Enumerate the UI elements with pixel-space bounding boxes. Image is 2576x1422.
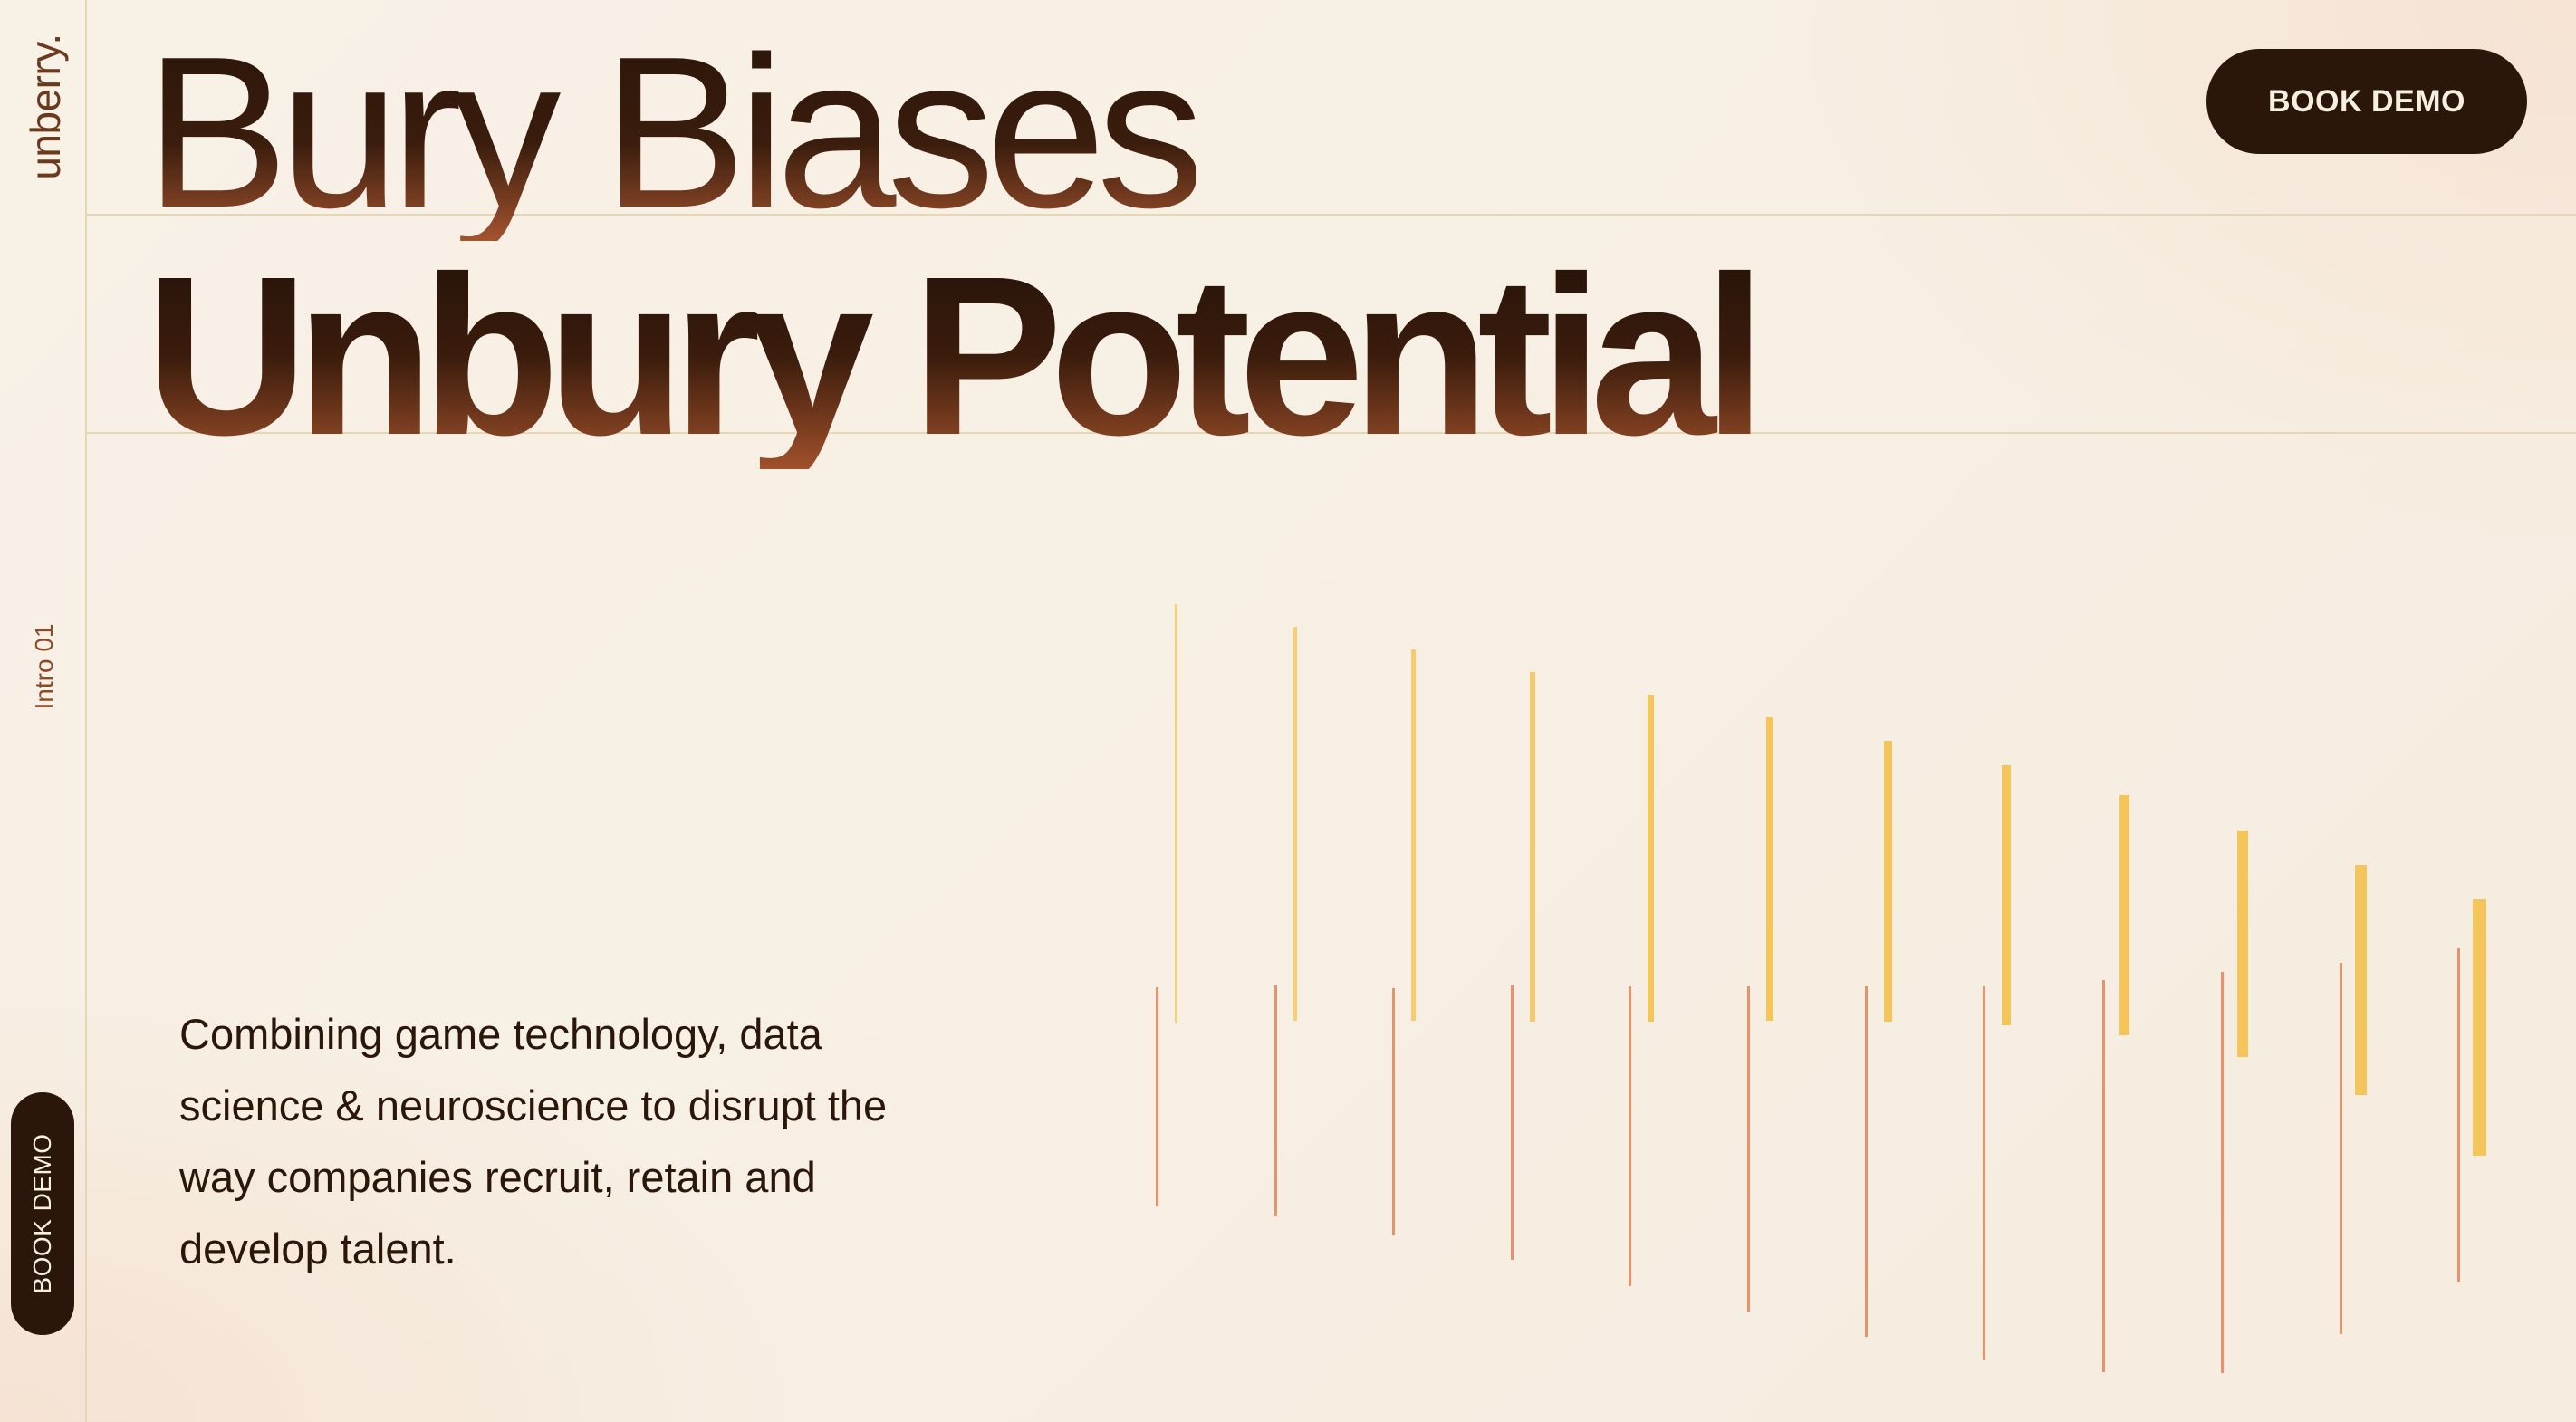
yellow-bar: [1530, 672, 1535, 1022]
left-rail: unberry. Intro 01 BOOK DEMO: [0, 0, 87, 1422]
orange-bar: [1511, 985, 1514, 1260]
sidebar-book-demo-label: BOOK DEMO: [28, 1133, 56, 1294]
yellow-bar: [1884, 741, 1892, 1022]
orange-bar: [2102, 980, 2105, 1372]
yellow-bars: [1175, 604, 2486, 1156]
yellow-bar: [2237, 831, 2248, 1057]
guide-line-bottom: [87, 432, 2576, 434]
orange-bar: [1865, 986, 1868, 1337]
guide-line-top: [87, 214, 2576, 216]
orange-bar: [1629, 986, 1631, 1286]
yellow-bar: [1175, 604, 1177, 1023]
yellow-bar: [1766, 717, 1773, 1021]
yellow-bar: [1293, 627, 1297, 1021]
headline-line-1: Bury Biases: [145, 13, 1205, 253]
orange-bar: [1392, 988, 1395, 1235]
sidebar-book-demo-button[interactable]: BOOK DEMO: [11, 1092, 74, 1335]
orange-bar: [2221, 972, 2224, 1373]
brand-logo[interactable]: unberry.: [22, 34, 69, 180]
orange-bar: [1983, 986, 1985, 1360]
orange-bar: [1156, 987, 1158, 1206]
yellow-bar: [1648, 695, 1654, 1022]
orange-bar: [1747, 986, 1750, 1312]
yellow-bar: [2473, 899, 2486, 1156]
hero-description: Combining game technology, data science …: [179, 1010, 888, 1273]
yellow-bar: [2119, 795, 2129, 1035]
orange-bar: [2340, 963, 2342, 1334]
yellow-bar: [2002, 765, 2011, 1025]
section-label: Intro 01: [30, 623, 58, 710]
orange-bars: [1156, 948, 2460, 1373]
headline-line-2: Unbury Potential: [145, 229, 1766, 482]
yellow-bar: [1411, 649, 1416, 1021]
yellow-bar: [2355, 865, 2367, 1095]
orange-bar: [2457, 948, 2460, 1282]
header-book-demo-button[interactable]: BOOK DEMO: [2206, 49, 2527, 154]
orange-bar: [1274, 985, 1277, 1216]
